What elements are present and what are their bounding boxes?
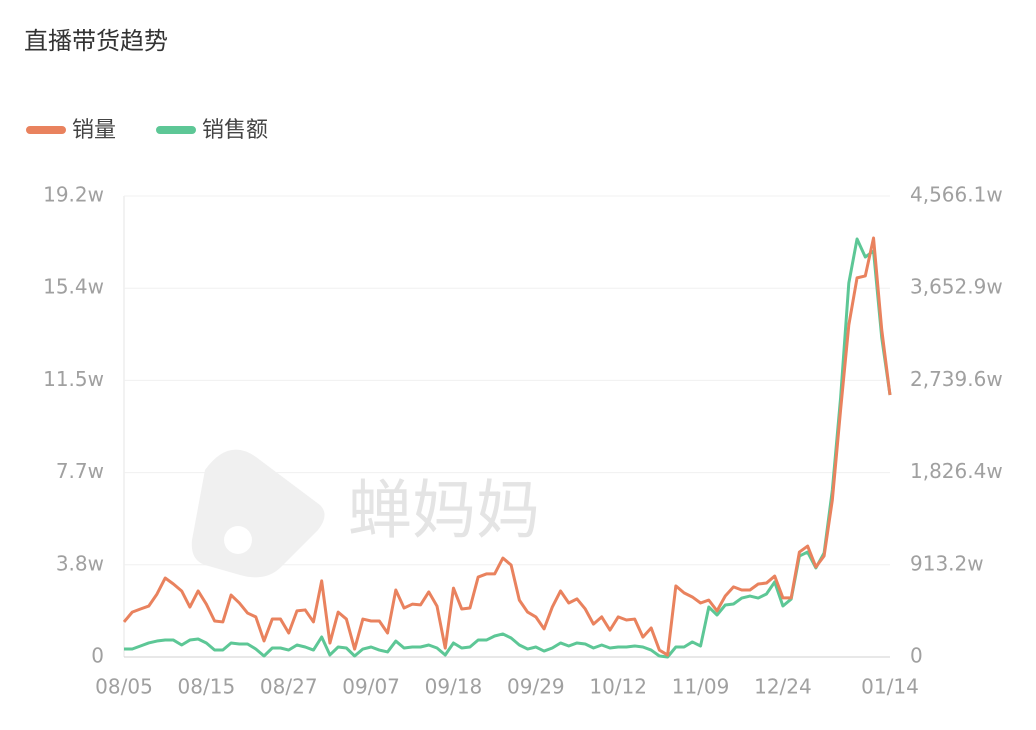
legend-label: 销售额 <box>202 118 268 143</box>
y-tick-label: 19.2w <box>43 183 104 207</box>
x-tick-label: 08/27 <box>260 675 318 699</box>
series-line <box>122 236 892 657</box>
y-tick-label: 11.5w <box>43 367 104 391</box>
x-tick-label: 08/05 <box>95 675 153 699</box>
chart-title: 直播带货趋势 <box>24 27 168 55</box>
y2-tick-label: 2,739.6w <box>910 367 1003 391</box>
watermark: 蝉妈妈 <box>348 475 540 549</box>
y2-tick-label: 4,566.1w <box>910 183 1003 207</box>
y-tick-label: 0 <box>91 644 104 668</box>
x-tick-label: 09/07 <box>342 675 400 699</box>
x-tick-label: 09/29 <box>507 675 565 699</box>
y-tick-label: 15.4w <box>43 275 104 299</box>
watermark-logo <box>191 449 325 578</box>
x-tick-label: 01/14 <box>861 675 919 699</box>
legend-label: 销量 <box>72 118 116 143</box>
y2-tick-label: 0 <box>910 644 923 668</box>
x-tick-label: 08/15 <box>178 675 236 699</box>
x-tick-label: 12/24 <box>754 675 812 699</box>
y2-tick-label: 3,652.9w <box>910 275 1003 299</box>
x-tick-label: 09/18 <box>425 675 483 699</box>
y-tick-label: 7.7w <box>56 459 104 483</box>
series-line <box>124 237 892 659</box>
x-tick-label: 11/09 <box>672 675 730 699</box>
y2-tick-label: 1,826.4w <box>910 459 1003 483</box>
y-tick-label: 3.8w <box>56 551 104 575</box>
x-tick-label: 10/12 <box>589 675 647 699</box>
y2-tick-label: 913.2w <box>910 551 984 575</box>
